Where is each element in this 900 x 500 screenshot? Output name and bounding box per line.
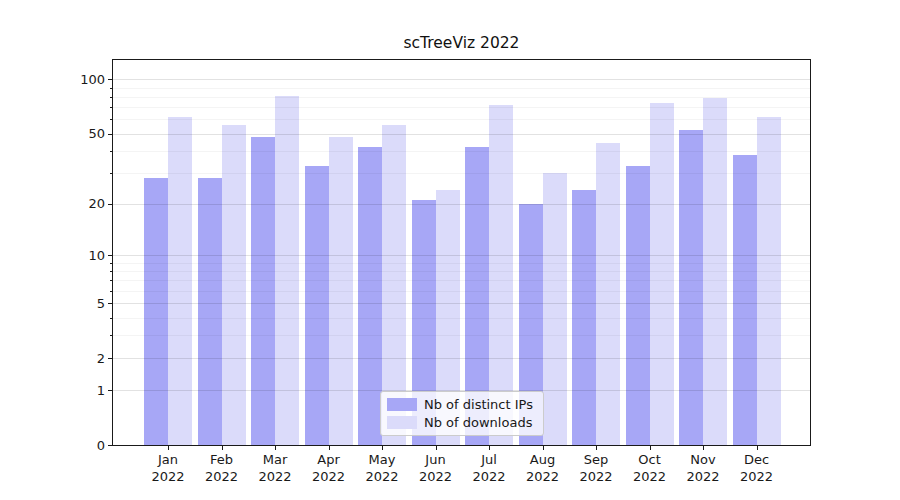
y-tick-minor-8 — [110, 271, 113, 272]
x-tick-apr — [329, 446, 330, 450]
bar-nb-of-distinct-ips-dec — [733, 155, 757, 445]
legend: Nb of distinct IPs Nb of downloads — [380, 391, 544, 436]
y-tick-0 — [108, 445, 112, 446]
y-tick-label-1: 1 — [71, 383, 105, 398]
y-tick-20 — [108, 204, 112, 205]
y-tick-label-2: 2 — [71, 351, 105, 366]
x-tick-label-may: May 2022 — [354, 452, 410, 485]
y-tick-minor-6 — [110, 291, 113, 292]
legend-swatch-distinct-ips — [387, 398, 417, 411]
legend-label-distinct-ips: Nb of distinct IPs — [424, 397, 533, 412]
x-tick-aug — [543, 446, 544, 450]
x-tick-label-oct: Oct 2022 — [622, 452, 678, 485]
figure: scTreeViz 2022 0 1 2 5 10 20 50 100 Jan 2022Feb … — [0, 0, 900, 500]
x-tick-feb — [222, 446, 223, 450]
y-tick-minor-9 — [110, 263, 113, 264]
x-tick-jun — [436, 446, 437, 450]
y-tick-label-100: 100 — [71, 72, 105, 87]
bar-nb-of-distinct-ips-nov — [679, 130, 703, 445]
y-tick-1 — [108, 390, 112, 391]
y-tick-100 — [108, 79, 112, 80]
gridline-minor-y-90 — [113, 88, 810, 89]
gridline-minor-y-6 — [113, 291, 810, 292]
gridline-minor-y-70 — [113, 107, 810, 108]
bar-nb-of-distinct-ips-apr — [305, 166, 329, 445]
x-tick-label-nov: Nov 2022 — [675, 452, 731, 485]
x-tick-label-jul: Jul 2022 — [461, 452, 517, 485]
y-tick-5 — [108, 303, 112, 304]
y-tick-2 — [108, 358, 112, 359]
gridline-major-y-100 — [113, 79, 810, 80]
chart-title: scTreeViz 2022 — [113, 34, 810, 52]
x-tick-label-jun: Jun 2022 — [408, 452, 464, 485]
x-tick-label-mar: Mar 2022 — [247, 452, 303, 485]
x-tick-label-apr: Apr 2022 — [301, 452, 357, 485]
gridline-major-y-50 — [113, 134, 810, 135]
x-tick-may — [382, 446, 383, 450]
y-tick-minor-80 — [110, 97, 113, 98]
bar-nb-of-downloads-sep — [596, 143, 620, 445]
gridline-major-y-20 — [113, 204, 810, 205]
y-tick-label-5: 5 — [71, 296, 105, 311]
x-tick-jul — [489, 446, 490, 450]
y-tick-minor-70 — [110, 107, 113, 108]
bar-nb-of-distinct-ips-feb — [198, 178, 222, 445]
y-tick-10 — [108, 255, 112, 256]
legend-item-downloads: Nb of downloads — [387, 415, 537, 430]
gridline-minor-y-4 — [113, 318, 810, 319]
y-tick-label-20: 20 — [71, 196, 105, 211]
x-tick-oct — [650, 446, 651, 450]
x-tick-label-jan: Jan 2022 — [140, 452, 196, 485]
y-tick-minor-60 — [110, 119, 113, 120]
legend-swatch-downloads — [387, 416, 417, 429]
y-tick-minor-3 — [110, 335, 113, 336]
plot-area — [112, 59, 811, 446]
x-tick-label-sep: Sep 2022 — [568, 452, 624, 485]
x-tick-label-aug: Aug 2022 — [515, 452, 571, 485]
gridline-minor-y-3 — [113, 335, 810, 336]
gridline-major-y-2 — [113, 358, 810, 359]
x-tick-dec — [757, 446, 758, 450]
gridline-major-y-10 — [113, 255, 810, 256]
y-tick-minor-40 — [110, 151, 113, 152]
bar-nb-of-downloads-aug — [543, 173, 567, 445]
x-tick-label-dec: Dec 2022 — [729, 452, 785, 485]
y-tick-label-10: 10 — [71, 248, 105, 263]
bar-nb-of-downloads-oct — [650, 103, 674, 445]
gridline-minor-y-7 — [113, 280, 810, 281]
gridline-minor-y-80 — [113, 97, 810, 98]
y-tick-minor-4 — [110, 318, 113, 319]
y-tick-minor-90 — [110, 88, 113, 89]
gridline-minor-y-40 — [113, 151, 810, 152]
y-tick-label-0: 0 — [71, 438, 105, 453]
x-tick-sep — [596, 446, 597, 450]
x-tick-nov — [703, 446, 704, 450]
gridline-minor-y-30 — [113, 173, 810, 174]
bar-nb-of-distinct-ips-jan — [144, 178, 168, 445]
y-tick-label-50: 50 — [71, 126, 105, 141]
gridline-minor-y-8 — [113, 271, 810, 272]
y-tick-minor-7 — [110, 280, 113, 281]
gridline-minor-y-9 — [113, 263, 810, 264]
gridline-minor-y-60 — [113, 119, 810, 120]
legend-item-distinct-ips: Nb of distinct IPs — [387, 397, 537, 412]
legend-label-downloads: Nb of downloads — [424, 415, 532, 430]
gridline-major-y-5 — [113, 303, 810, 304]
bar-nb-of-distinct-ips-oct — [626, 166, 650, 445]
y-tick-minor-30 — [110, 173, 113, 174]
bar-nb-of-distinct-ips-may — [358, 147, 382, 445]
x-tick-mar — [275, 446, 276, 450]
y-tick-50 — [108, 134, 112, 135]
x-tick-jan — [168, 446, 169, 450]
x-tick-label-feb: Feb 2022 — [194, 452, 250, 485]
